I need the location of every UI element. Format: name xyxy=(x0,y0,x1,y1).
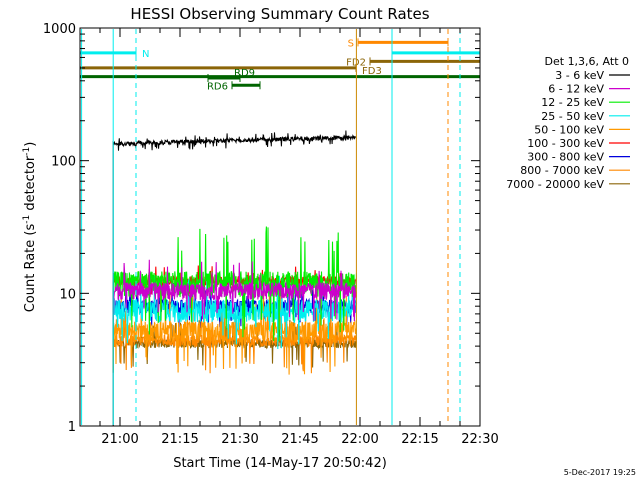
marker-layer xyxy=(81,29,461,425)
flag-label-2: S xyxy=(348,38,354,49)
series-layer xyxy=(112,130,357,426)
flag-label-4: FD3 xyxy=(362,66,382,77)
y-axis-label-part-2: detector xyxy=(23,155,38,215)
series-line-4 xyxy=(112,288,357,375)
x-tick-label-6: 22:30 xyxy=(461,432,498,447)
series-line-1 xyxy=(112,259,357,322)
axis-layer: 1 10 100 1000 21:00 21:15 21:30 21:45 22:00 22:15… xyxy=(43,22,499,447)
y-tick-label-2: 100 xyxy=(51,155,76,170)
date-stamp: 5-Dec-2017 19:25 xyxy=(564,468,636,477)
series-line-0 xyxy=(112,130,357,426)
legend-label-5: 100 - 300 keV xyxy=(527,137,604,150)
y-axis-label: Count Rate (s-1 detector-1) xyxy=(22,142,38,313)
series-line-3 xyxy=(112,273,357,350)
flag-label-6: RD9 xyxy=(234,68,255,79)
x-tick-label-2: 21:30 xyxy=(221,432,258,447)
y-tick-label-1: 10 xyxy=(59,287,76,302)
x-tick-label-3: 21:45 xyxy=(281,432,318,447)
legend-label-8: 7000 - 20000 keV xyxy=(506,178,604,191)
y-tick-label-0: 1 xyxy=(68,420,76,435)
legend-label-1: 6 - 12 keV xyxy=(548,83,604,96)
x-tick-label-4: 22:00 xyxy=(341,432,378,447)
legend-label-4: 50 - 100 keV xyxy=(534,123,604,136)
legend-label-7: 800 - 7000 keV xyxy=(520,164,604,177)
legend-label-0: 3 - 6 keV xyxy=(555,69,604,82)
legend-title: Det 1,3,6, Att 0 xyxy=(545,55,629,68)
y-axis-label-part-3: ) xyxy=(23,142,38,147)
chart-title: HESSI Observing Summary Count Rates xyxy=(130,5,429,23)
x-axis-label: Start Time (14-May-17 20:50:42) xyxy=(173,456,387,471)
x-tick-label-5: 22:15 xyxy=(401,432,438,447)
flag-label-7: RD6 xyxy=(207,81,228,92)
legend-label-2: 12 - 25 keV xyxy=(541,96,604,109)
flag-label-0: N xyxy=(142,49,149,60)
x-tick-label-0: 21:00 xyxy=(101,432,138,447)
x-tick-label-1: 21:15 xyxy=(161,432,198,447)
flag-layer: NSFD2FD3RD9RD6 xyxy=(80,38,480,92)
y-axis-label-exp-2: -1 xyxy=(22,147,32,156)
plot-frame xyxy=(79,27,481,427)
legend-label-6: 300 - 800 keV xyxy=(527,151,604,164)
legend-label-3: 25 - 50 keV xyxy=(541,110,604,123)
y-axis-label-part-1: Count Rate (s xyxy=(23,224,38,313)
y-axis-label-exp-1: -1 xyxy=(22,215,32,224)
y-tick-label-3: 1000 xyxy=(43,22,76,37)
